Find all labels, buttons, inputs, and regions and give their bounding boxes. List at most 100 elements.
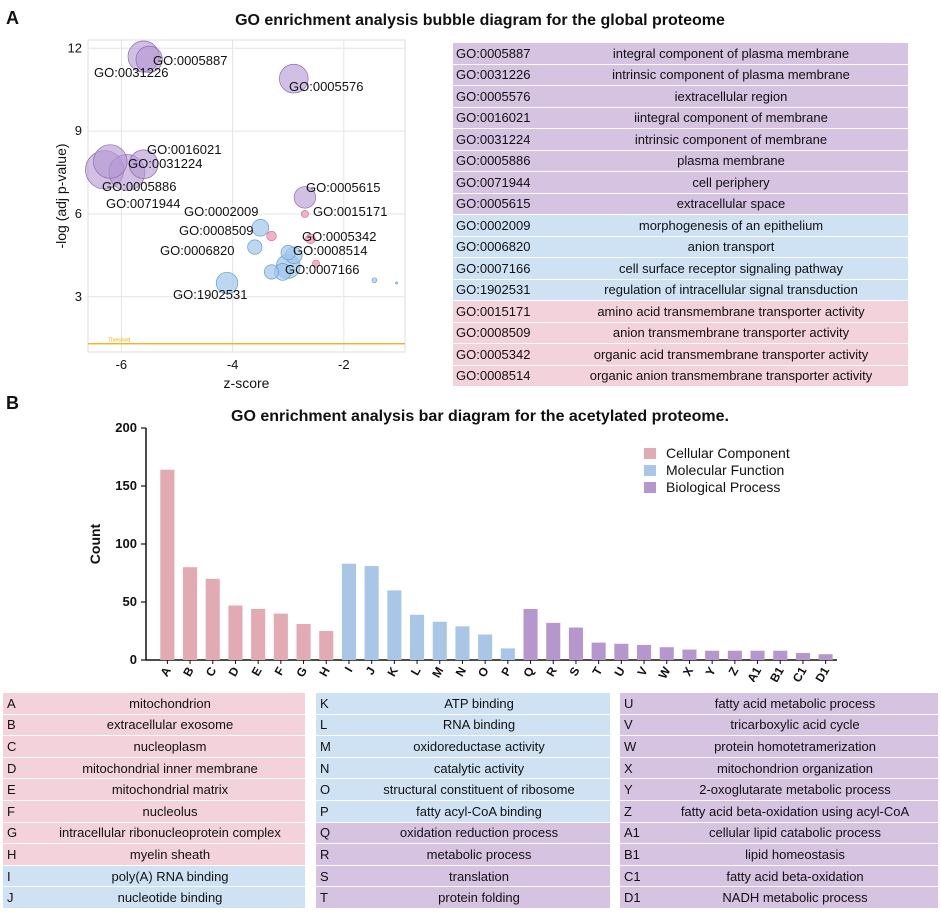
bubble-label: GO:0005615 xyxy=(306,180,380,195)
category-term-cell: NADH metabolic process xyxy=(652,886,938,909)
category-table-row: K ATP binding xyxy=(316,693,610,715)
bubble-label: GO:0007166 xyxy=(285,262,359,277)
bar xyxy=(795,653,810,660)
go-table-row: GO:0008514 organic anion transmembrane tr… xyxy=(453,365,908,387)
y-tick-label: 150 xyxy=(115,478,137,493)
bar xyxy=(432,621,447,660)
bubble-label: GO:0008514 xyxy=(293,243,367,258)
go-table-row: GO:0071944 cell periphery xyxy=(453,171,908,194)
category-id-cell: J xyxy=(3,886,35,909)
category-table-row: C1 fatty acid beta-oxidation xyxy=(620,865,938,888)
x-tick-label: P xyxy=(498,665,514,679)
bubble-label: GO:0005576 xyxy=(289,79,363,94)
category-id-cell: B1 xyxy=(620,843,652,866)
category-id-cell: A1 xyxy=(620,822,652,845)
bubble-chart-title: GO enrichment analysis bubble diagram fo… xyxy=(235,12,725,29)
bubble-point xyxy=(279,63,309,94)
bubble-label: GO:0006820 xyxy=(160,243,234,258)
go-id-cell: GO:0016021 xyxy=(453,107,554,129)
go-term-cell: amino acid transmembrane transporter act… xyxy=(554,300,908,323)
go-term-cell: plasma membrane xyxy=(554,150,908,172)
panel-a-label: A xyxy=(6,8,19,28)
category-term-cell: protein homotetramerization xyxy=(652,735,938,758)
category-table-row: D1 NADH metabolic process xyxy=(620,886,938,909)
category-id-cell: B xyxy=(3,714,35,737)
category-id-cell: P xyxy=(316,800,348,823)
x-tick-label: E xyxy=(249,665,265,679)
go-term-cell: organic acid transmembrane transporter a… xyxy=(554,343,908,366)
go-table-row: GO:0005886 plasma membrane xyxy=(453,150,908,172)
go-id-cell: GO:0006820 xyxy=(453,236,554,258)
go-table-row: GO:0006820 anion transport xyxy=(453,236,908,258)
x-tick-label: S xyxy=(566,665,582,679)
bubble-point xyxy=(215,271,239,295)
category-id-cell: Z xyxy=(620,800,652,823)
bar xyxy=(341,563,356,660)
category-id-cell: K xyxy=(316,693,348,715)
category-id-cell: M xyxy=(316,735,348,758)
x-tick-label: B1 xyxy=(767,664,787,682)
category-term-cell: nucleotide binding xyxy=(35,886,305,909)
category-term-cell: intracellular ribonucleoprotein complex xyxy=(35,822,305,845)
y-tick-label: 50 xyxy=(123,594,137,609)
go-term-cell: intrinsic component of plasma membrane xyxy=(554,64,908,86)
bubble-point xyxy=(263,264,280,280)
x-tick-label: T xyxy=(589,664,605,678)
x-tick-label: O xyxy=(475,665,492,680)
category-table-row: A1 cellular lipid catabolic process xyxy=(620,822,938,845)
legend-label: Cellular Component xyxy=(666,445,790,461)
x-tick-label: B xyxy=(180,664,197,679)
go-term-cell: iintegral component of membrane xyxy=(554,107,908,129)
category-term-cell: mitochondrial matrix xyxy=(35,778,305,801)
bubble-point xyxy=(251,219,270,237)
category-table-row: B1 lipid homeostasis xyxy=(620,843,938,866)
y-tick-label: 100 xyxy=(115,536,137,551)
y-axis-label: Count xyxy=(87,523,103,564)
x-tick-label: V xyxy=(635,665,651,679)
x-tick-label: M xyxy=(429,665,446,681)
go-table-row: GO:0008509 anion transmembrane transporte… xyxy=(453,322,908,344)
category-term-cell: nucleolus xyxy=(35,800,305,823)
category-term-cell: fatty acid beta-oxidation using acyl-CoA xyxy=(652,800,938,823)
category-id-cell: T xyxy=(316,886,348,909)
category-id-cell: V xyxy=(620,714,652,737)
bar xyxy=(523,608,538,660)
bar xyxy=(478,634,493,660)
x-tick-label: -2 xyxy=(338,357,350,372)
x-tick-label: H xyxy=(316,665,332,680)
go-id-cell: GO:1902531 xyxy=(453,279,554,301)
go-term-cell: iextracellular region xyxy=(554,85,908,108)
x-tick-label: J xyxy=(363,665,378,678)
go-term-cell: morphogenesis of an epithelium xyxy=(554,214,908,237)
bubble-point xyxy=(128,149,159,179)
category-term-cell: fatty acid beta-oxidation xyxy=(652,865,938,888)
category-term-cell: nucleoplasm xyxy=(35,735,305,758)
category-id-cell: E xyxy=(3,778,35,801)
category-id-cell: C xyxy=(3,735,35,758)
bubble-point xyxy=(395,281,399,285)
category-id-cell: U xyxy=(620,693,652,715)
category-term-cell: structural constituent of ribosome xyxy=(348,778,610,801)
go-id-cell: GO:0031224 xyxy=(453,128,554,151)
y-axis-label: -log (adj p-value) xyxy=(53,143,69,248)
legend-swatch xyxy=(644,482,656,493)
bar xyxy=(387,590,402,660)
x-tick-label: U xyxy=(611,665,627,680)
panel-b-label: B xyxy=(6,393,19,413)
threshold-label: Threshold xyxy=(108,338,130,344)
bar xyxy=(319,631,334,660)
go-table-row: GO:0005576 iextracellular region xyxy=(453,85,908,108)
category-term-cell: cellular lipid catabolic process xyxy=(652,822,938,845)
bar xyxy=(183,567,198,660)
